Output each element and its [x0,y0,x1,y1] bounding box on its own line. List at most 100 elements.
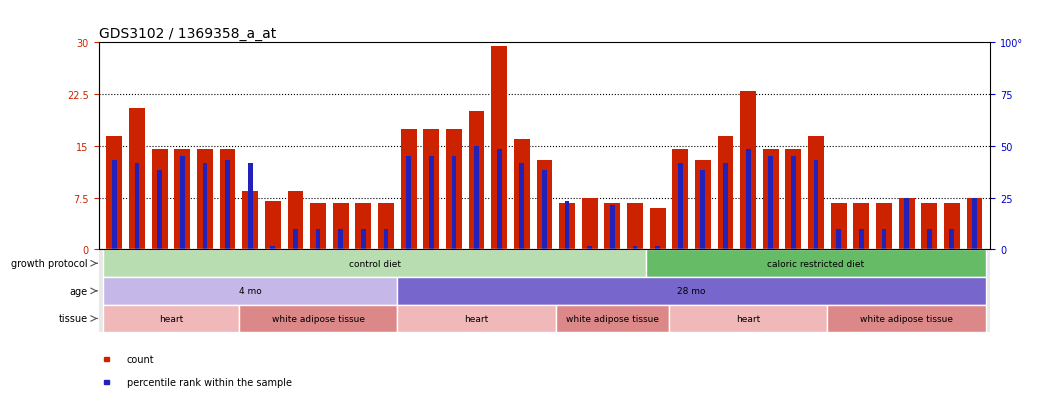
Bar [429,157,433,250]
Bar [271,247,275,250]
Bar [520,164,524,250]
Bar [287,191,304,250]
Text: white adipose tissue: white adipose tissue [566,314,658,323]
Bar [400,129,417,250]
Bar [107,136,122,250]
Text: 28 mo: 28 mo [677,287,706,296]
Bar [740,92,756,250]
Bar [972,198,977,250]
Bar [151,150,168,250]
Text: white adipose tissue: white adipose tissue [860,314,953,323]
Bar [587,247,592,250]
Bar [451,157,456,250]
Bar [536,160,553,250]
Bar [129,109,145,250]
Bar [384,229,388,250]
Bar [179,157,185,250]
Bar [950,229,954,250]
Bar [542,171,546,250]
Bar [174,150,190,250]
Bar [565,202,569,250]
Bar [695,160,710,250]
Text: caloric restricted diet: caloric restricted diet [767,259,865,268]
Bar [338,229,343,250]
Bar [808,136,824,250]
Bar [582,198,597,250]
Bar [904,198,909,250]
Bar [103,278,397,305]
Bar [446,129,461,250]
Bar [646,250,986,278]
Text: growth protocol: growth protocol [11,259,88,268]
Bar [876,203,892,250]
Text: tissue: tissue [59,314,88,324]
Bar [202,164,207,250]
Bar [768,157,774,250]
Bar [356,203,371,250]
Bar [556,305,669,332]
Text: control diet: control diet [348,259,400,268]
Bar [333,203,348,250]
Bar [610,205,615,250]
Text: percentile rank within the sample: percentile rank within the sample [127,377,291,387]
Bar [112,160,117,250]
Bar [718,136,733,250]
Bar [944,203,960,250]
Bar [158,171,162,250]
Bar [514,140,530,250]
Bar [397,278,986,305]
Bar [397,305,556,332]
Bar [859,229,864,250]
Bar [655,247,660,250]
Bar [243,191,258,250]
Bar [248,164,253,250]
Bar [103,305,239,332]
Bar [814,160,818,250]
Bar [700,171,705,250]
Bar [881,229,887,250]
Bar [678,164,682,250]
Bar [135,164,139,250]
Bar [831,203,846,250]
Bar [828,305,986,332]
Bar [264,202,281,250]
Bar [379,203,394,250]
Bar [966,198,982,250]
Bar [239,305,397,332]
Text: heart: heart [159,314,184,323]
Bar [310,203,326,250]
Bar [407,157,411,250]
Bar [899,198,915,250]
Bar [633,247,638,250]
Bar [921,203,937,250]
Bar [315,229,320,250]
Text: age: age [69,286,88,296]
Bar [746,150,751,250]
Bar [497,150,502,250]
Bar [225,160,230,250]
Bar [293,229,298,250]
Bar [669,305,828,332]
Bar [649,209,666,250]
Bar [836,229,841,250]
Bar [469,112,484,250]
Bar [559,203,574,250]
Bar [853,203,869,250]
Bar [927,229,931,250]
Text: 4 mo: 4 mo [239,287,261,296]
Bar [785,150,802,250]
Bar [672,150,689,250]
Bar [723,164,728,250]
Bar [627,203,643,250]
Bar [423,129,440,250]
Bar [197,150,213,250]
Text: count: count [127,354,155,364]
Text: heart: heart [465,314,488,323]
Bar [103,250,646,278]
Bar [220,150,235,250]
Bar [791,157,795,250]
Text: white adipose tissue: white adipose tissue [272,314,365,323]
Bar [605,203,620,250]
Text: GDS3102 / 1369358_a_at: GDS3102 / 1369358_a_at [99,27,276,41]
Bar [763,150,779,250]
